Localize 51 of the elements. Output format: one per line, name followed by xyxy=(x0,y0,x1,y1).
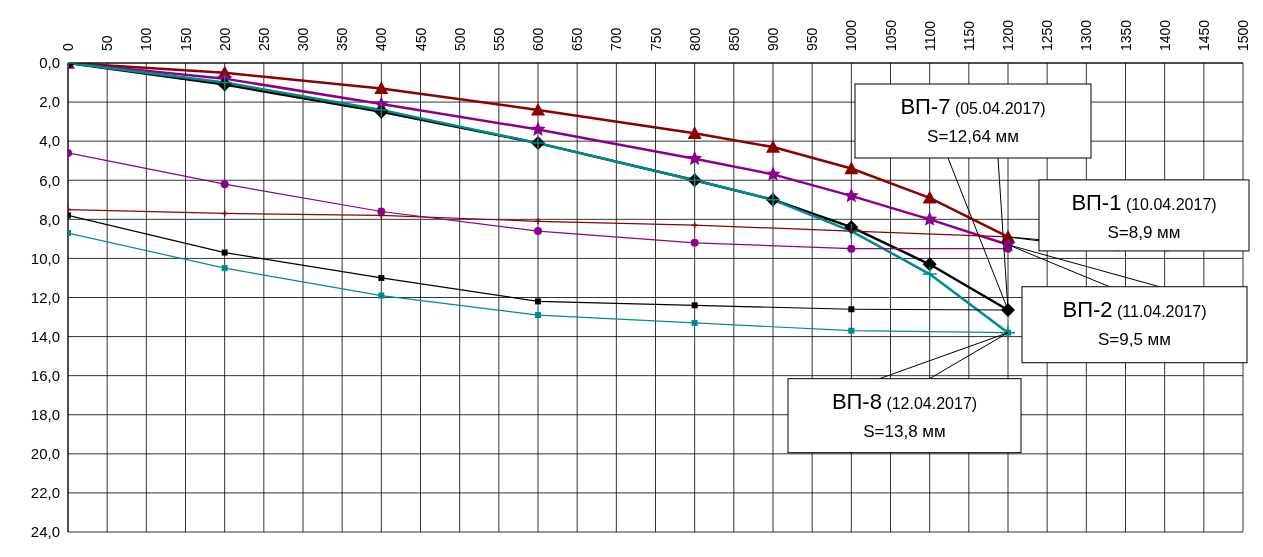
y-tick-label: 18,0 xyxy=(30,406,60,424)
x-tick-label: 700 xyxy=(608,27,625,51)
x-tick-label: 800 xyxy=(686,27,703,51)
annotation: ВП-8 (12.04.2017) S=13,8 мм xyxy=(831,388,978,441)
x-tick-label: 1300 xyxy=(1078,19,1095,51)
x-tick-label: 1400 xyxy=(1156,19,1173,51)
annotation: ВП-2 (11.04.2017) S=9,5 мм xyxy=(1062,296,1207,349)
x-tick-label: 1450 xyxy=(1195,19,1212,51)
x-tick-label: 450 xyxy=(412,27,429,51)
x-tick-label: 250 xyxy=(255,27,272,51)
x-tick-label: 400 xyxy=(373,27,390,51)
x-tick-label: 950 xyxy=(804,27,821,51)
x-tick-label: 1200 xyxy=(1000,19,1016,51)
callout: ВП-2 (11.04.2017) S=9,5 мм xyxy=(1007,244,1248,364)
x-tick-label: 1250 xyxy=(1039,19,1056,51)
x-tick-label: 600 xyxy=(530,27,546,51)
x-tick-label: 500 xyxy=(451,27,468,51)
y-tick-label: 4,0 xyxy=(39,132,60,150)
x-tick-label: 850 xyxy=(725,27,742,51)
y-tick-label: 22,0 xyxy=(30,484,60,502)
y-tick-label: 14,0 xyxy=(30,327,60,345)
x-tick-label: 650 xyxy=(569,27,586,51)
x-tick-label: 100 xyxy=(138,27,155,51)
y-tick-label: 8,0 xyxy=(39,210,60,228)
x-tick-label: 1000 xyxy=(843,19,860,51)
annotation: ВП-7 (05.04.2017) S=12,64 мм xyxy=(900,94,1046,147)
x-tick-label: 550 xyxy=(490,27,507,51)
x-tick-label: 1350 xyxy=(1117,19,1134,51)
y-tick-label: 16,0 xyxy=(30,366,60,384)
x-tick-label: 50 xyxy=(99,35,116,51)
x-tick-label: 150 xyxy=(177,27,194,51)
y-tick-label: 6,0 xyxy=(39,171,60,189)
x-tick-label: 900 xyxy=(765,27,781,51)
x-tick-label: 1150 xyxy=(960,20,977,51)
x-tick-label: 0 xyxy=(60,43,76,51)
y-tick-label: 24,0 xyxy=(30,523,60,541)
y-tick-label: 0,0 xyxy=(39,54,60,72)
x-tick-label: 200 xyxy=(216,27,233,51)
y-tick-label: 12,0 xyxy=(30,288,60,306)
y-tick-label: 10,0 xyxy=(30,249,60,267)
y-tick-label: 2,0 xyxy=(39,93,60,111)
x-tick-label: 750 xyxy=(647,27,664,51)
y-tick-label: 20,0 xyxy=(30,445,60,463)
x-tick-label: 1100 xyxy=(921,20,938,51)
x-tick-label: 1500 xyxy=(1235,19,1251,51)
annotation: ВП-1 (10.04.2017) S=8,9 мм xyxy=(1071,189,1217,242)
x-tick-label: 300 xyxy=(295,27,311,51)
callout: ВП-1 (10.04.2017) S=8,9 мм xyxy=(1007,179,1250,252)
callout: ВП-8 (12.04.2017) S=13,8 мм xyxy=(787,332,1022,454)
x-tick-label: 1050 xyxy=(882,19,899,51)
x-tick-label: 350 xyxy=(334,27,351,51)
